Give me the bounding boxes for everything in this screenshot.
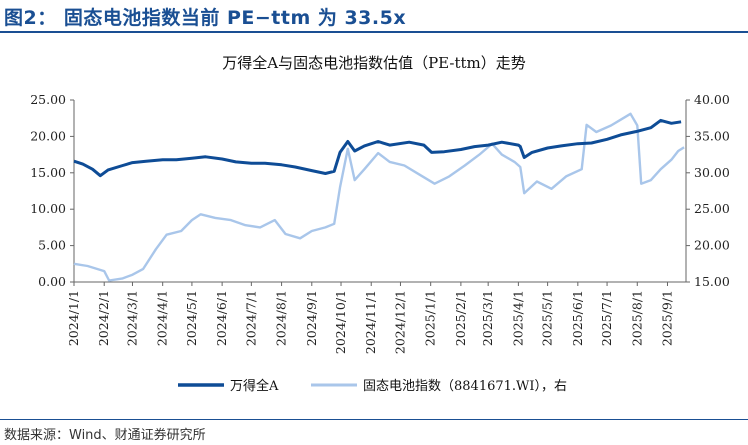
data-source-note: 数据来源：Wind、财通证券研究所: [4, 428, 206, 443]
x-axis-tick-label: 2024/5/1: [184, 290, 199, 346]
x-axis-tick-label: 2024/8/1: [274, 290, 289, 346]
footer-divider: [0, 419, 748, 420]
x-axis-tick-label: 2025/5/1: [540, 290, 555, 346]
x-axis-tick-label: 2024/4/1: [155, 290, 170, 346]
x-axis-tick-label: 2024/3/1: [124, 290, 139, 346]
x-axis-tick-label: 2025/2/1: [453, 290, 468, 346]
x-axis-tick-label: 2025/3/1: [480, 290, 495, 346]
x-axis-tick-label: 2024/9/1: [304, 290, 319, 346]
x-axis-tick-label: 2025/1/1: [423, 290, 438, 346]
x-axis-tick-label: 2025/9/1: [659, 290, 674, 346]
right-axis-tick-label: 35.00: [694, 128, 730, 143]
chart-title: 万得全A与固态电池指数估值（PE-ttm）走势: [222, 54, 526, 72]
left-axis-tick-label: 20.00: [30, 128, 66, 143]
x-axis-tick-label: 2024/1/1: [66, 290, 81, 346]
left-axis-tick-label: 15.00: [30, 165, 66, 180]
x-axis-tick-label: 2024/11/1: [363, 290, 378, 354]
right-axis-tick-label: 30.00: [694, 165, 730, 180]
x-axis-tick-label: 2024/7/1: [243, 290, 258, 346]
x-axis-tick-label: 2024/10/1: [333, 290, 348, 354]
figure-title: 图2： 固态电池指数当前 PE−ttm 为 33.5x: [4, 7, 407, 29]
series-line-solid-state-battery: [73, 112, 685, 282]
series-line-wind-all-a: [73, 118, 682, 178]
right-axis-tick-label: 20.00: [694, 238, 730, 253]
x-axis-tick-label: 2024/12/1: [392, 290, 407, 354]
right-axis-tick-label: 25.00: [694, 201, 730, 216]
x-axis-tick-label: 2025/7/1: [599, 290, 614, 346]
left-axis-tick-label: 10.00: [30, 201, 66, 216]
legend-label: 万得全A: [230, 378, 279, 394]
left-axis-tick-label: 5.00: [38, 238, 66, 253]
left-axis-tick-label: 25.00: [30, 92, 66, 107]
x-axis-tick-label: 2025/4/1: [510, 290, 525, 346]
legend-label: 固态电池指数（8841671.WI），右: [363, 379, 567, 394]
figure-header: 图2： 固态电池指数当前 PE−ttm 为 33.5x: [0, 0, 748, 33]
x-axis-tick-label: 2024/2/1: [96, 290, 111, 346]
x-axis-tick-label: 2025/6/1: [570, 290, 585, 346]
right-axis-tick-label: 40.00: [694, 92, 730, 107]
x-axis-tick-label: 2025/8/1: [629, 290, 644, 346]
left-axis-tick-label: 0.00: [38, 274, 66, 289]
right-axis-tick-label: 15.00: [694, 274, 730, 289]
header-divider: [0, 31, 748, 33]
x-axis-tick-label: 2024/6/1: [214, 290, 229, 346]
